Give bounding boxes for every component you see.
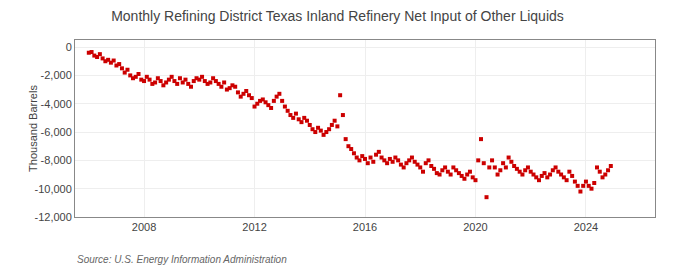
svg-text:-8,000: -8,000 <box>41 154 72 166</box>
svg-text:2008: 2008 <box>132 221 156 233</box>
svg-text:Monthly Refining District Texa: Monthly Refining District Texas Inland R… <box>111 8 564 24</box>
svg-text:0: 0 <box>66 41 72 53</box>
svg-text:-6,000: -6,000 <box>41 126 72 138</box>
svg-text:-4,000: -4,000 <box>41 98 72 110</box>
svg-text:2012: 2012 <box>242 221 266 233</box>
svg-text:-12,000: -12,000 <box>34 211 71 223</box>
svg-text:2024: 2024 <box>574 221 598 233</box>
svg-text:-2,000: -2,000 <box>41 69 72 81</box>
svg-text:Source: U.S. Energy Informatio: Source: U.S. Energy Information Administ… <box>77 254 287 265</box>
svg-text:2020: 2020 <box>463 221 487 233</box>
svg-text:-10,000: -10,000 <box>34 183 71 195</box>
svg-text:2016: 2016 <box>353 221 377 233</box>
svg-text:Thousand Barrels: Thousand Barrels <box>27 85 39 172</box>
